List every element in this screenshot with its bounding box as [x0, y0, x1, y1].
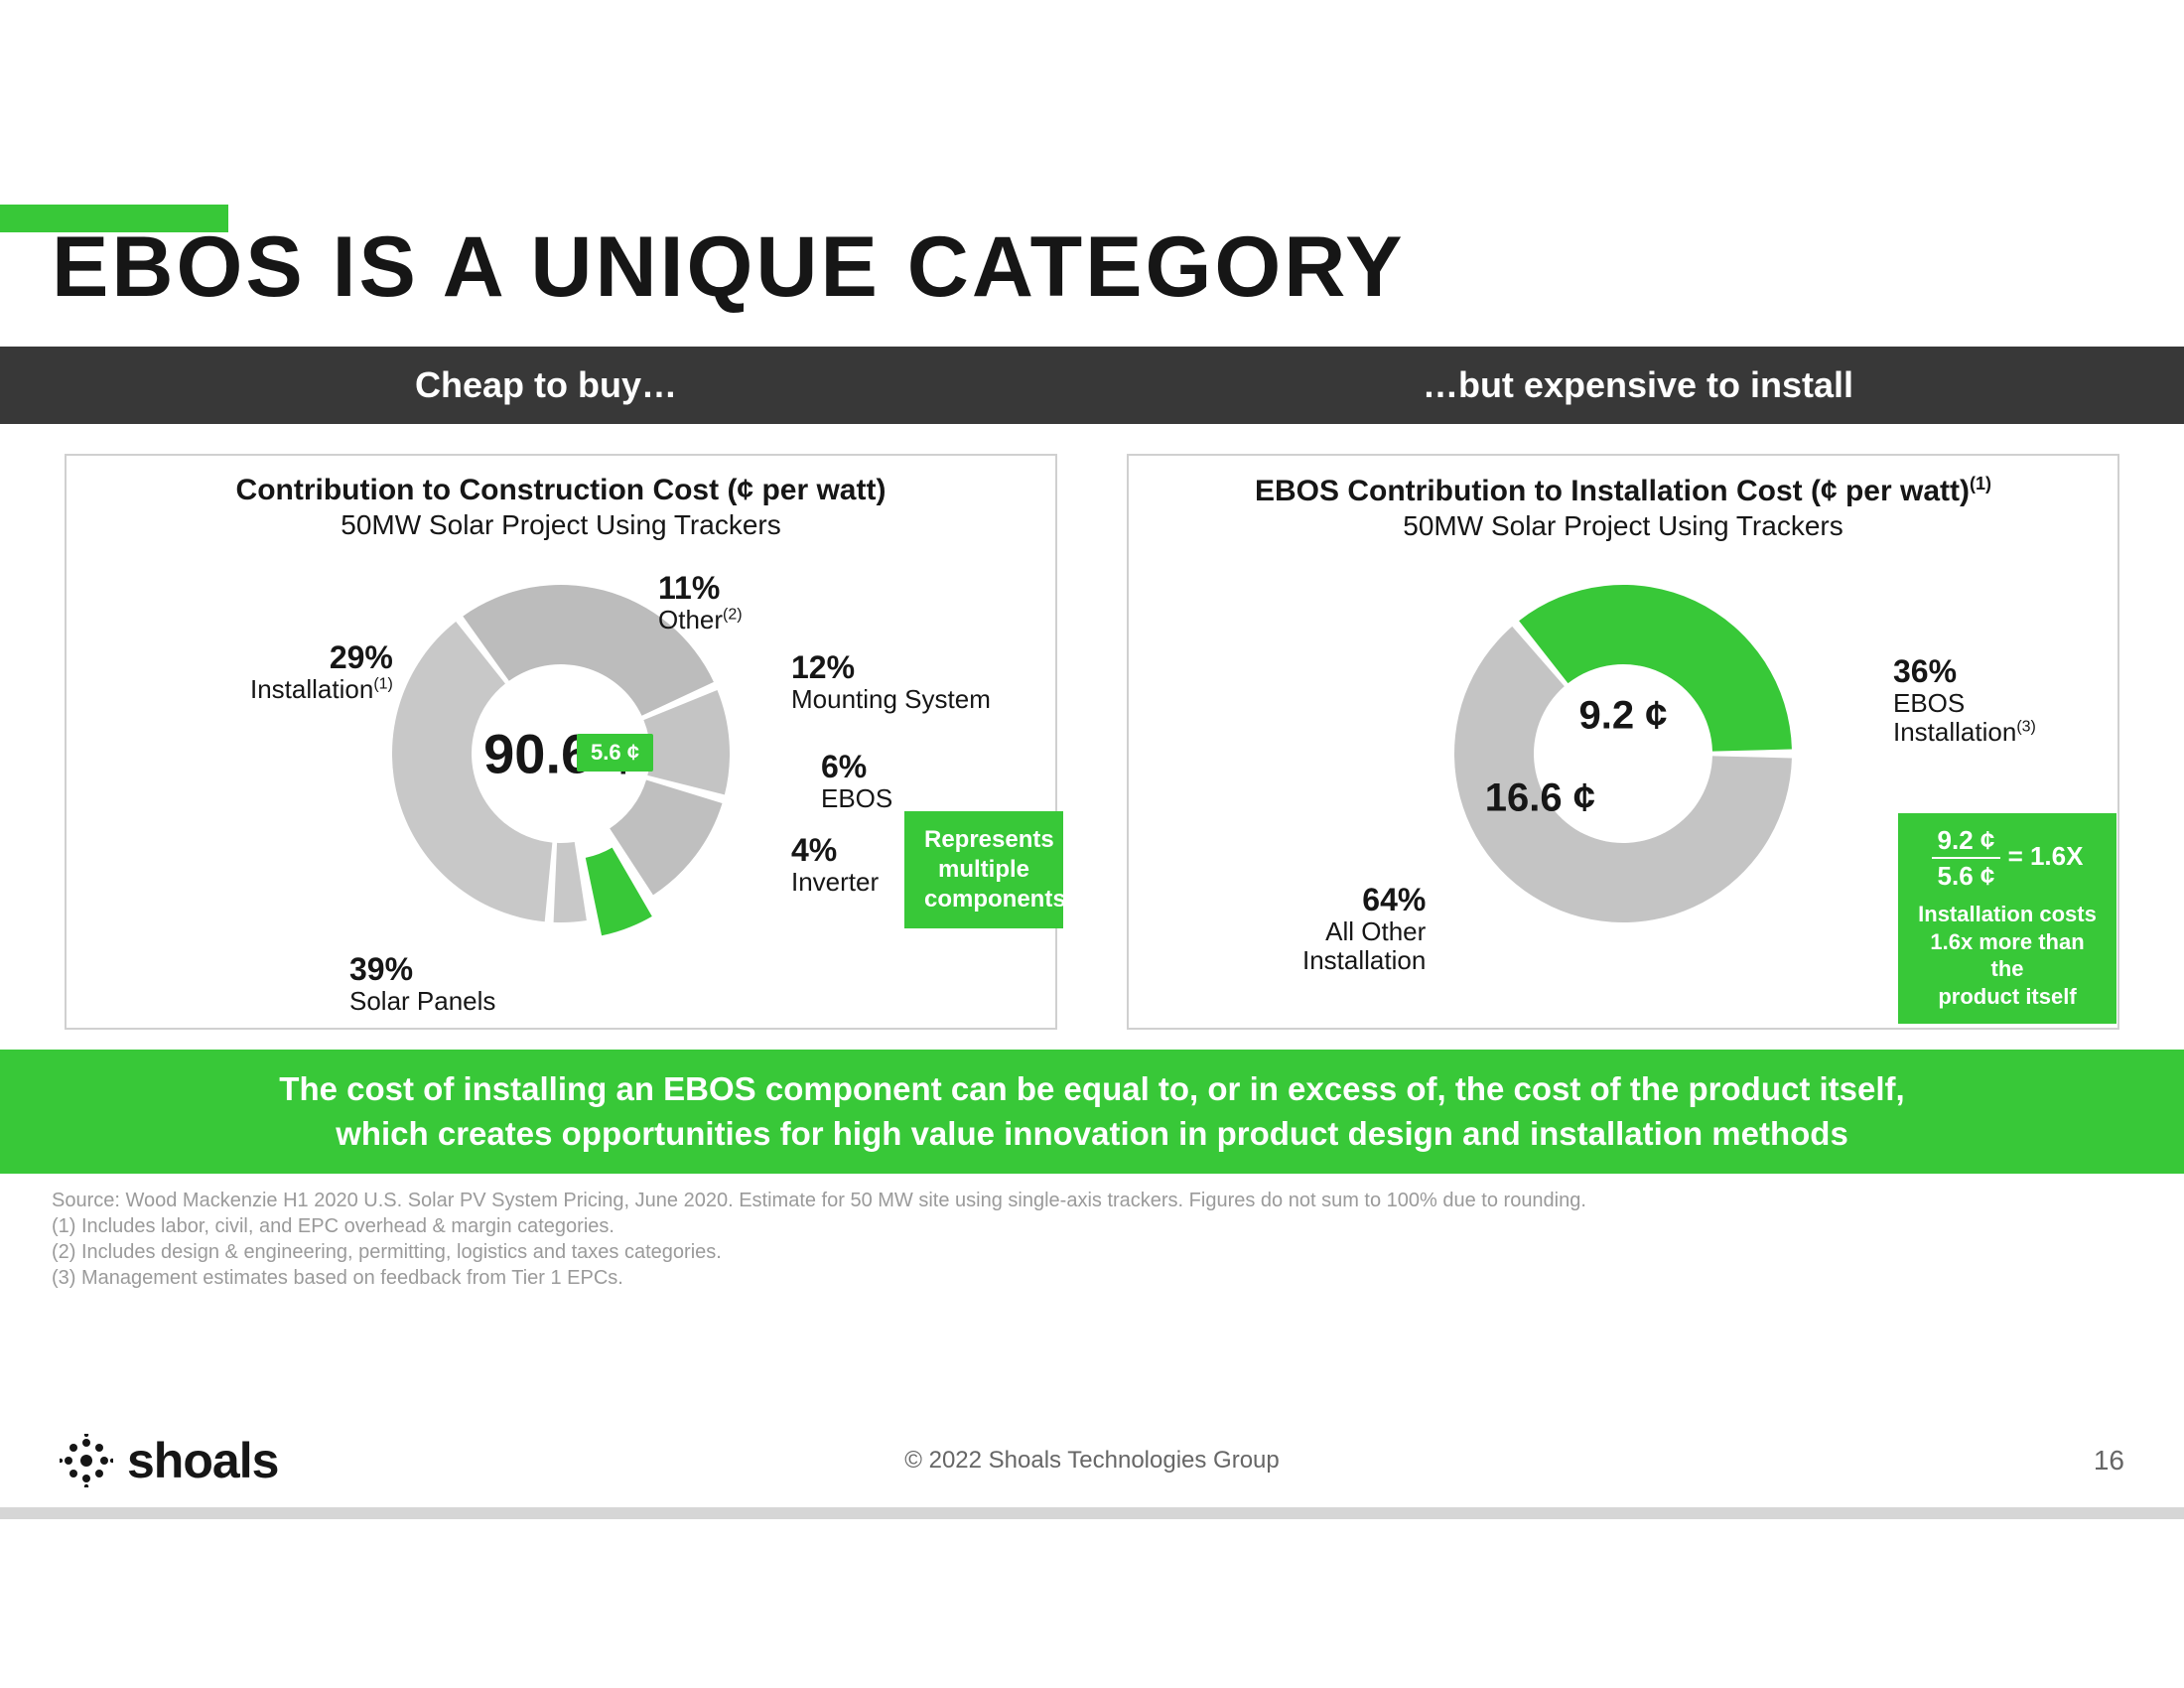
installation-cost-panel: EBOS Contribution to Installation Cost (… [1127, 454, 2119, 1030]
chart1-title: Contribution to Construction Cost (¢ per… [67, 474, 1055, 507]
chart2-center-value-2: 16.6 ¢ [1485, 776, 1595, 821]
chart1-callout: Representsmultiplecomponents [904, 811, 1063, 928]
segment-label: 36%EBOSInstallation(3) [1893, 654, 2036, 746]
segment-label: 12%Mounting System [791, 650, 991, 714]
footnote-line: (1) Includes labor, civil, and EPC overh… [52, 1213, 2132, 1239]
copyright: © 2022 Shoals Technologies Group [904, 1447, 1280, 1475]
page-number: 16 [2094, 1445, 2124, 1477]
segment-label: 39%Solar Panels [349, 952, 495, 1016]
chart2-subtitle: 50MW Solar Project Using Trackers [1129, 510, 2117, 542]
header-left: Cheap to buy… [0, 347, 1092, 424]
chart2-title: EBOS Contribution to Installation Cost (… [1129, 474, 2117, 508]
donut-segment [554, 841, 587, 921]
header-right: …but expensive to install [1092, 347, 2184, 424]
accent-bar [0, 205, 228, 232]
slide: EBOS IS A UNIQUE CATEGORY Cheap to buy… … [0, 0, 2184, 1688]
panels-row: Contribution to Construction Cost (¢ per… [0, 424, 2184, 1050]
logo: shoals [60, 1432, 278, 1489]
segment-label: 29%Installation(1) [250, 640, 393, 704]
chart1-inner-badge: 5.6 ¢ [577, 734, 653, 772]
bottom-scrollbar [0, 1507, 2184, 1519]
page-title: EBOS IS A UNIQUE CATEGORY [52, 218, 2184, 317]
chart2-callout: 9.2 ¢5.6 ¢ = 1.6XInstallation costs1.6x … [1898, 813, 2116, 1024]
footnote-line: (2) Includes design & engineering, permi… [52, 1239, 2132, 1265]
chart2-title-sup: (1) [1970, 474, 1991, 493]
footnotes: Source: Wood Mackenzie H1 2020 U.S. Sola… [0, 1174, 2184, 1291]
logo-text: shoals [127, 1432, 278, 1489]
chart2-donut: 9.2 ¢ 16.6 ¢ [1434, 565, 1812, 942]
segment-label: 4%Inverter [791, 833, 879, 897]
footer: shoals © 2022 Shoals Technologies Group … [0, 1432, 2184, 1489]
header-band: Cheap to buy… …but expensive to install [0, 347, 2184, 424]
segment-label: 64%All OtherInstallation [1302, 883, 1426, 974]
chart2-center-value-1: 9.2 ¢ [1579, 693, 1668, 738]
chart2-title-text: EBOS Contribution to Installation Cost (… [1255, 475, 1970, 507]
segment-label: 6%EBOS [821, 750, 892, 813]
footnote-line: (3) Management estimates based on feedba… [52, 1265, 2132, 1291]
construction-cost-panel: Contribution to Construction Cost (¢ per… [65, 454, 1057, 1030]
key-message-band: The cost of installing an EBOS component… [0, 1050, 2184, 1174]
footnote-line: Source: Wood Mackenzie H1 2020 U.S. Sola… [52, 1188, 2132, 1213]
logo-icon [60, 1434, 113, 1487]
segment-label: 11%Other(2) [658, 571, 743, 634]
chart1-subtitle: 50MW Solar Project Using Trackers [67, 509, 1055, 541]
